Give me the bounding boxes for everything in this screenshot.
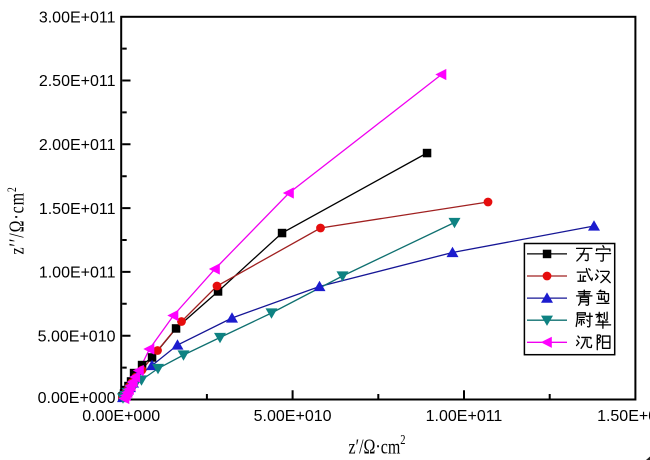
svg-text:5.00E+010: 5.00E+010 (38, 328, 116, 345)
svg-text:2.00E+011: 2.00E+011 (39, 137, 116, 154)
svg-text:1.50E+011: 1.50E+011 (39, 201, 116, 218)
svg-text:1.50E+011: 1.50E+011 (597, 408, 650, 425)
svg-text:2.50E+011: 2.50E+011 (39, 73, 116, 90)
svg-text:0.00E+000: 0.00E+000 (82, 408, 160, 425)
svg-text:0.00E+000: 0.00E+000 (38, 390, 116, 407)
svg-text:5.00E+010: 5.00E+010 (254, 408, 332, 425)
svg-text:1.00E+011: 1.00E+011 (39, 265, 116, 282)
svg-text:1.00E+011: 1.00E+011 (426, 408, 503, 425)
svg-text:z′′/Ω·cm2: z′′/Ω·cm2 (5, 186, 29, 254)
svg-text:3.00E+011: 3.00E+011 (39, 10, 116, 27)
svg-text:z′/Ω·cm2: z′/Ω·cm2 (349, 431, 406, 459)
